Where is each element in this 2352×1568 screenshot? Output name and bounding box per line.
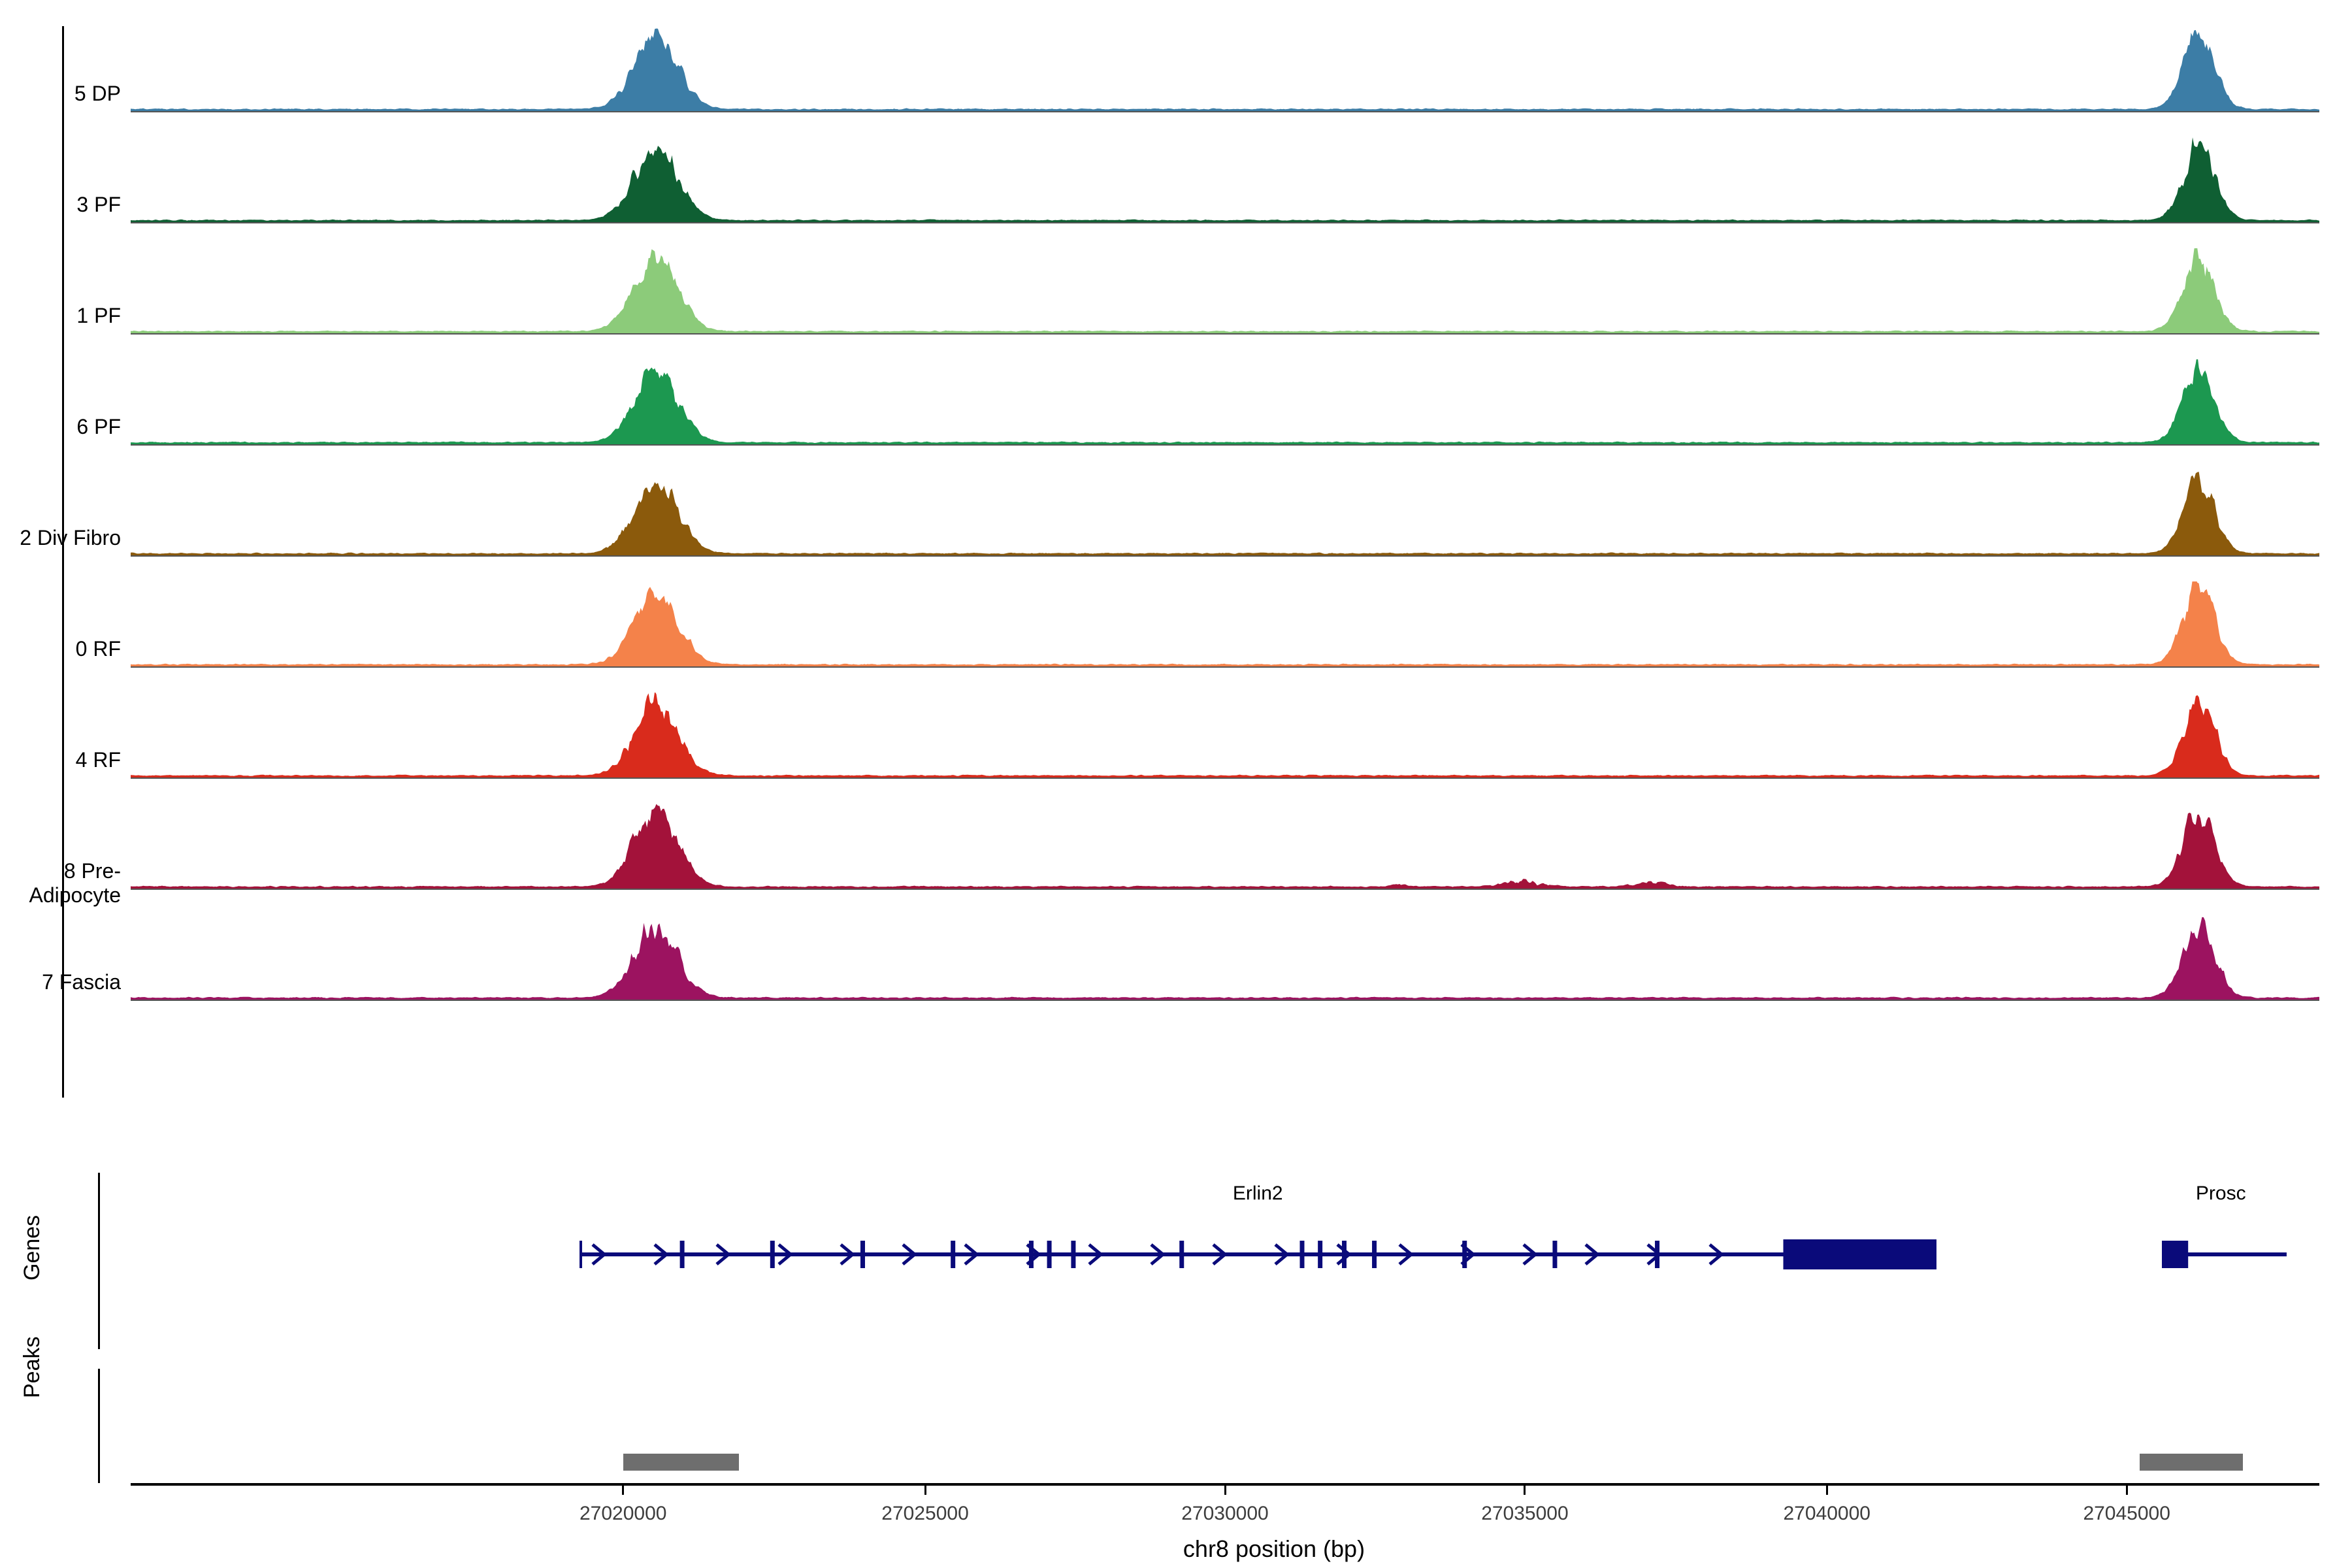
xaxis-ticklabel-4: 27040000	[1761, 1503, 1892, 1525]
genome-track-browser: Normalized accessibility(range 0 - 210) …	[0, 0, 2352, 1568]
xaxis-ticklabel-3: 27035000	[1460, 1503, 1590, 1525]
xaxis-ticklabel-2: 27030000	[1160, 1503, 1290, 1525]
peak-region-1[interactable]	[2140, 1454, 2242, 1471]
xaxis-title: chr8 position (bp)	[1078, 1535, 1470, 1563]
xaxis-tick-2	[1224, 1486, 1226, 1495]
peaks-track	[0, 0, 2352, 1490]
xaxis-tick-1	[924, 1486, 926, 1495]
peak-region-0[interactable]	[623, 1454, 740, 1471]
xaxis-tick-4	[1826, 1486, 1828, 1495]
xaxis-ticklabel-1: 27025000	[860, 1503, 990, 1525]
xaxis-tick-5	[2126, 1486, 2128, 1495]
xaxis-ticklabel-5: 27045000	[2061, 1503, 2192, 1525]
xaxis-tick-0	[622, 1486, 624, 1495]
xaxis-ticklabel-0: 27020000	[558, 1503, 689, 1525]
xaxis-tick-3	[1524, 1486, 1526, 1495]
